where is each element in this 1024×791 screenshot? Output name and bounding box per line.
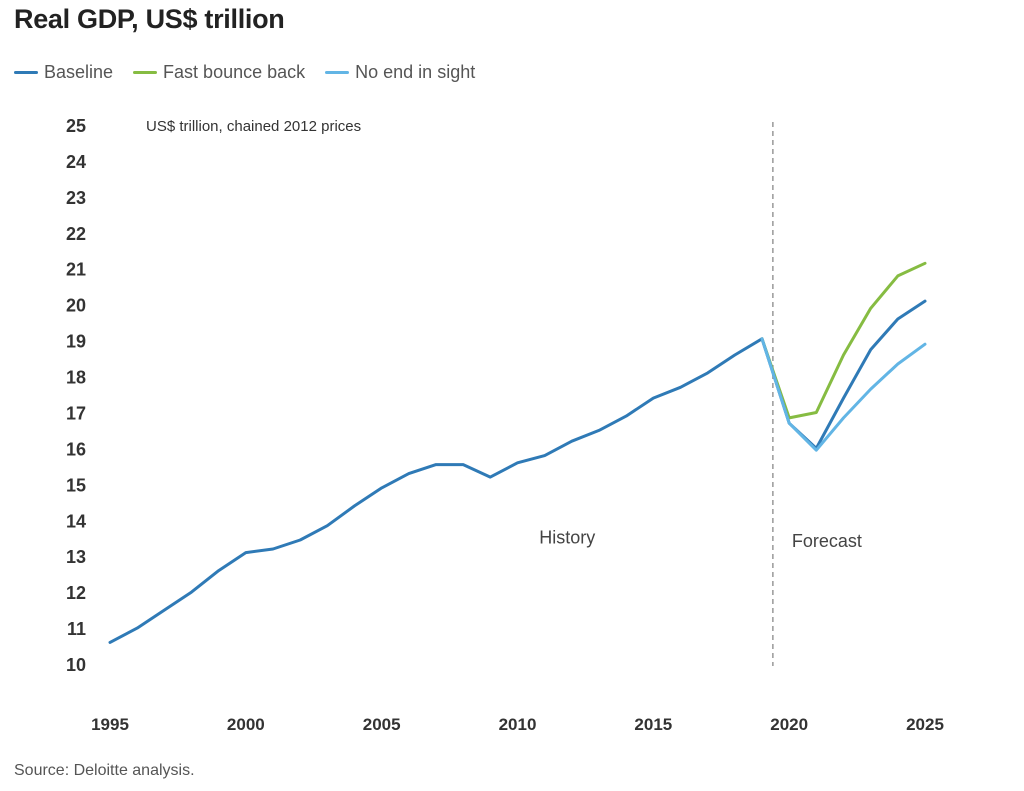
- legend: Baseline Fast bounce back No end in sigh…: [14, 60, 495, 84]
- y-tick-label: 25: [66, 116, 86, 136]
- forecast-label: Forecast: [792, 531, 862, 551]
- y-tick-label: 21: [66, 260, 86, 280]
- legend-swatch-fast-bounce-back: [133, 70, 158, 74]
- x-tick-label: 1995: [91, 715, 129, 734]
- legend-label-no-end-in-sight: No end in sight: [355, 61, 476, 82]
- y-tick-label: 20: [66, 296, 86, 316]
- y-tick-label: 14: [66, 511, 86, 531]
- x-tick-label: 2010: [499, 715, 537, 734]
- y-tick-label: 11: [67, 619, 86, 639]
- y-tick-label: 16: [66, 439, 86, 459]
- x-tick-label: 2005: [363, 715, 401, 734]
- legend-item-fast-bounce-back: Fast bounce back: [133, 62, 305, 83]
- x-tick-label: 2020: [770, 715, 808, 734]
- y-tick-label: 18: [66, 368, 86, 388]
- y-tick-label: 23: [66, 188, 86, 208]
- series-lines: [108, 261, 927, 644]
- series-line-no-end-in-sight: [760, 337, 927, 452]
- y-tick-label: 15: [66, 475, 86, 495]
- chart-title: Real GDP, US$ trillion: [14, 4, 285, 34]
- y-axis: 10 11 12 13 14 15 16 17 18 19 20 21 22 23 24 25: [66, 116, 86, 675]
- series-line-fast-bounce-back: [760, 261, 927, 420]
- legend-label-fast-bounce-back: Fast bounce back: [163, 61, 306, 82]
- source-note: Source: Deloitte analysis.: [14, 762, 195, 779]
- legend-swatch-baseline: [14, 70, 38, 74]
- legend-item-baseline: Baseline: [14, 62, 113, 83]
- y-tick-label: 12: [66, 583, 86, 603]
- history-line: [108, 337, 764, 644]
- series-line-baseline: [760, 299, 927, 450]
- unit-label: US$ trillion, chained 2012 prices: [146, 118, 361, 135]
- y-tick-label: 10: [66, 655, 86, 675]
- legend-item-no-end-in-sight: No end in sight: [325, 62, 475, 83]
- x-tick-label: 2025: [906, 715, 944, 734]
- y-tick-label: 24: [66, 152, 86, 172]
- y-tick-label: 22: [66, 224, 86, 244]
- legend-swatch-no-end-in-sight: [325, 70, 350, 74]
- legend-label-baseline: Baseline: [44, 61, 114, 82]
- x-axis: 1995 2000 2005 2010 2015 2020 2025: [91, 715, 944, 734]
- x-tick-label: 2000: [227, 715, 265, 734]
- y-tick-label: 19: [66, 332, 86, 352]
- history-label: History: [539, 528, 595, 548]
- x-tick-label: 2015: [634, 715, 672, 734]
- y-tick-label: 13: [66, 547, 86, 567]
- y-tick-label: 17: [66, 403, 86, 423]
